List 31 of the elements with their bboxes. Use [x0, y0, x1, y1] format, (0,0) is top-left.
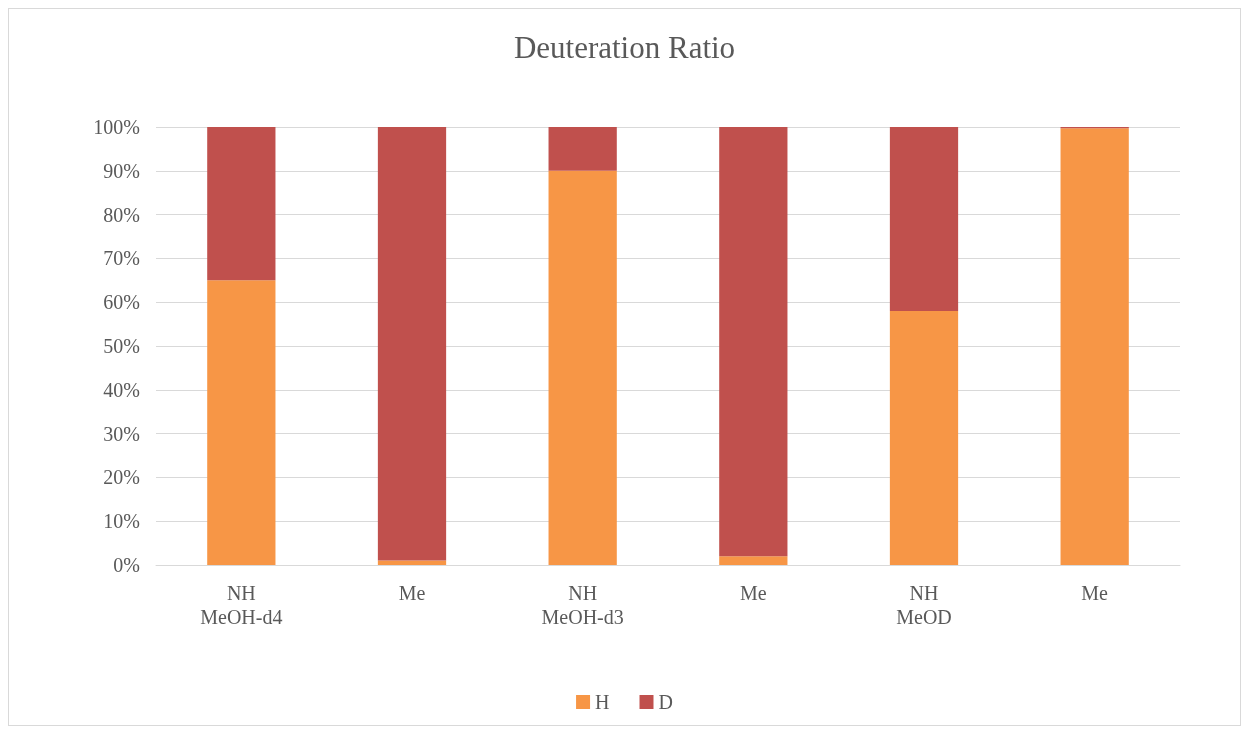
bar: [377, 560, 447, 565]
y-tick-label: 40%: [103, 378, 140, 401]
y-tick-label: 20%: [103, 466, 140, 489]
legend-label: D: [658, 691, 673, 713]
x-tick-label: Me: [1081, 582, 1109, 604]
x-tick-label: NH MeOD: [896, 582, 952, 628]
y-tick-label: 60%: [103, 291, 140, 314]
legend-label: H: [595, 691, 610, 713]
bar: [377, 127, 447, 561]
y-tick-label: 0%: [113, 554, 140, 576]
bar: [207, 280, 276, 565]
bar: [719, 127, 788, 557]
bar: [548, 127, 617, 171]
bar: [889, 310, 959, 565]
y-tick-label: 10%: [103, 510, 140, 533]
bar: [207, 127, 276, 281]
y-tick-label: 70%: [103, 247, 140, 270]
y-tick-label: 90%: [103, 159, 140, 182]
x-tick-label: NH MeOH-d3: [541, 582, 624, 628]
y-tick-label: 80%: [103, 203, 140, 226]
y-tick-label: 100%: [93, 116, 140, 138]
bar: [1060, 128, 1129, 565]
bar: [889, 127, 959, 311]
bar: [719, 556, 788, 565]
chart-title: Deuteration Ratio: [513, 30, 736, 65]
x-tick-label: NH MeOH-d4: [200, 582, 283, 628]
y-tick-label: 30%: [103, 422, 140, 445]
y-tick-label: 50%: [103, 335, 140, 357]
x-tick-label: Me: [740, 582, 767, 604]
x-tick-label: Me: [398, 582, 426, 604]
bar: [548, 170, 617, 565]
